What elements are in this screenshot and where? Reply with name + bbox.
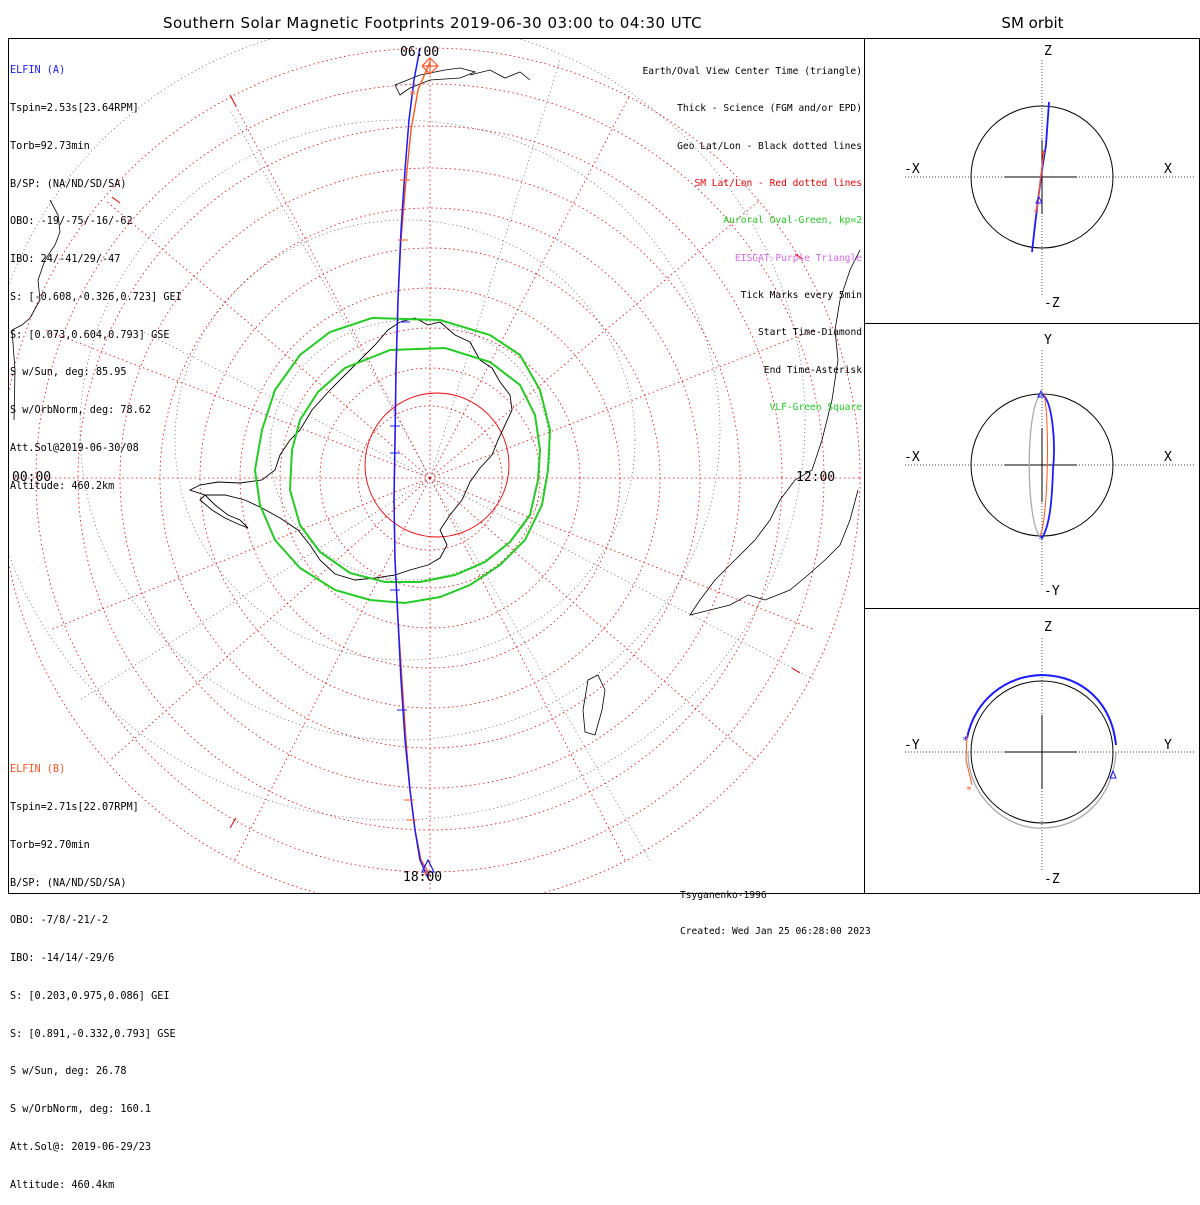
south-america-outline — [11, 199, 61, 421]
legend-entry: EISCAT-Purple Triangle — [734, 252, 862, 264]
elfin-b-line: Att.Sol@: 2019-06-29/23 — [10, 1142, 152, 1153]
elfin-b-line: S: [0.891,-0.332,0.793] GSE — [10, 1028, 176, 1040]
sm-axis-label: Y — [1164, 738, 1172, 753]
sm-axis-label: -X — [904, 162, 920, 177]
auroral-oval-outer — [253, 316, 552, 605]
elfin-a-line: Tspin=2.53s[23.64RPM] — [10, 102, 139, 114]
legend-entry: SM Lat/Lon - Red dotted lines — [694, 177, 862, 189]
svg-text:*: * — [966, 785, 972, 796]
legend-entry: Start Time-Diamond — [758, 327, 862, 339]
madagascar-outline — [582, 674, 606, 736]
mlt-label-bottom: 18:00 — [403, 870, 443, 885]
sm-panel-yz: * * — [905, 638, 1195, 872]
elfin-b-line: S w/Sun, deg: 26.78 — [10, 1066, 127, 1078]
elfin-b-line: Tspin=2.71s[22.07RPM] — [10, 801, 139, 813]
elfin-a-line: S: [0.073,0.604,0.793] GSE — [10, 329, 170, 341]
legend-entry: Geo Lat/Lon - Black dotted lines — [677, 140, 862, 152]
polar-footprint-map: * * — [9, 39, 861, 893]
sm-axis-label: -Y — [904, 738, 920, 753]
sm-axis-label: -Z — [1044, 872, 1060, 887]
sm-axis-label: X — [1164, 162, 1172, 177]
elfin-b-line: Torb=92.70min — [10, 839, 90, 851]
elfin-a-info: ELFIN (A) Tspin=2.53s[23.64RPM] Torb=92.… — [10, 40, 182, 506]
svg-text:*: * — [1038, 533, 1045, 546]
legend-entry: Earth/Oval View Center Time (triangle) — [642, 65, 863, 77]
start-diamond — [421, 57, 439, 75]
sm-orbit-panels: * * * * * — [905, 60, 1195, 872]
elfin-b-line: Altitude: 460.4km — [10, 1179, 115, 1191]
elfin-b-info: ELFIN (B) Tspin=2.71s[22.07RPM] Torb=92.… — [10, 739, 176, 1205]
svg-text:*: * — [1040, 150, 1046, 161]
antarctic-peninsula — [199, 494, 249, 529]
sm-panel-xz: * * — [905, 60, 1195, 295]
svg-text:*: * — [1033, 208, 1039, 219]
track-tick-marks — [390, 321, 410, 711]
elfin-a-line: OBO: -19/-75/-16/-62 — [10, 216, 133, 228]
legend-entry: Thick - Science (FGM and/or EPD) — [677, 103, 862, 115]
plot-title: Southern Solar Magnetic Footprints 2019-… — [162, 14, 703, 32]
elfin-a-track — [393, 47, 429, 879]
sm-inner-circle — [364, 392, 510, 538]
australia-fragment — [469, 69, 531, 81]
mlt-label-top: 06:00 — [400, 45, 440, 60]
end-asterisk: * — [409, 88, 416, 102]
elfin-a-line: S: [-0.608,-0.326,0.723] GEI — [10, 291, 182, 303]
sm-panel-divider — [865, 608, 1200, 609]
elfin-b-line: S: [0.203,0.975,0.086] GEI — [10, 990, 170, 1002]
sm-axis-label: Y — [1044, 333, 1052, 348]
elfin-b-name: ELFIN (B) — [10, 764, 66, 776]
elfin-a-line: S w/Sun, deg: 85.95 — [10, 367, 127, 379]
elfin-b-line: S w/OrbNorm, deg: 160.1 — [10, 1104, 152, 1116]
elfin-a-line: B/SP: (NA/ND/SD/SA) — [10, 178, 127, 190]
view-center-triangle — [421, 858, 435, 873]
boundary-ticks — [111, 94, 804, 829]
sm-axis-label: Z — [1044, 620, 1052, 635]
svg-text:*: * — [962, 734, 969, 747]
elfin-a-line: Torb=92.73min — [10, 140, 90, 152]
footprint-map-frame — [8, 38, 865, 894]
auroral-oval-inner — [288, 346, 542, 583]
map-legend: Earth/Oval View Center Time (triangle) T… — [643, 41, 863, 427]
model-label: Tsyganenko-1996 — [680, 890, 767, 901]
plot-footer: Tsyganenko-1996 Created: Wed Jan 25 06:2… — [680, 866, 871, 950]
legend-entry: VLF-Green Square — [769, 402, 862, 414]
sm-axis-label: -X — [904, 450, 920, 465]
sm-meridians — [14, 48, 860, 890]
sm-axis-label: Z — [1044, 44, 1052, 59]
legend-entry: Tick Marks every 5min — [740, 290, 862, 302]
sm-axis-label: -Z — [1044, 296, 1060, 311]
coast-fragment — [394, 67, 477, 96]
elfin-a-line: IBO: 24/-41/29/-47 — [10, 254, 121, 266]
sm-panel-xy: * — [905, 350, 1195, 585]
sm-axis-label: -Y — [1044, 584, 1060, 599]
created-timestamp: Created: Wed Jan 25 06:28:00 2023 — [680, 926, 871, 937]
antarctica-outline — [188, 317, 513, 581]
elfin-b-line: B/SP: (NA/ND/SD/SA) — [10, 877, 127, 889]
mlt-label-left: 00:00 — [12, 470, 52, 485]
sm-axis-label: X — [1164, 450, 1172, 465]
track-tick-marks-b — [398, 179, 417, 821]
mlt-label-right: 12:00 — [796, 470, 836, 485]
sm-orbit-title: SM orbit — [1001, 14, 1064, 32]
legend-entry: Auroral Oval-Green, kp=2 — [723, 215, 862, 227]
africa-outline — [689, 249, 861, 616]
elfin-a-line: Att.Sol@2019-06-30/08 — [10, 443, 139, 454]
elfin-b-line: OBO: -7/8/-21/-2 — [10, 915, 109, 927]
end-asterisk-b: * — [422, 868, 429, 882]
sm-panel-divider — [865, 323, 1200, 324]
elfin-a-line: Altitude: 460.2km — [10, 480, 115, 492]
elfin-b-line: IBO: -14/14/-29/6 — [10, 953, 115, 965]
elfin-a-name: ELFIN (A) — [10, 65, 66, 77]
legend-entry: End Time-Asterisk — [763, 364, 862, 376]
elfin-a-line: S w/OrbNorm, deg: 78.62 — [10, 405, 152, 417]
